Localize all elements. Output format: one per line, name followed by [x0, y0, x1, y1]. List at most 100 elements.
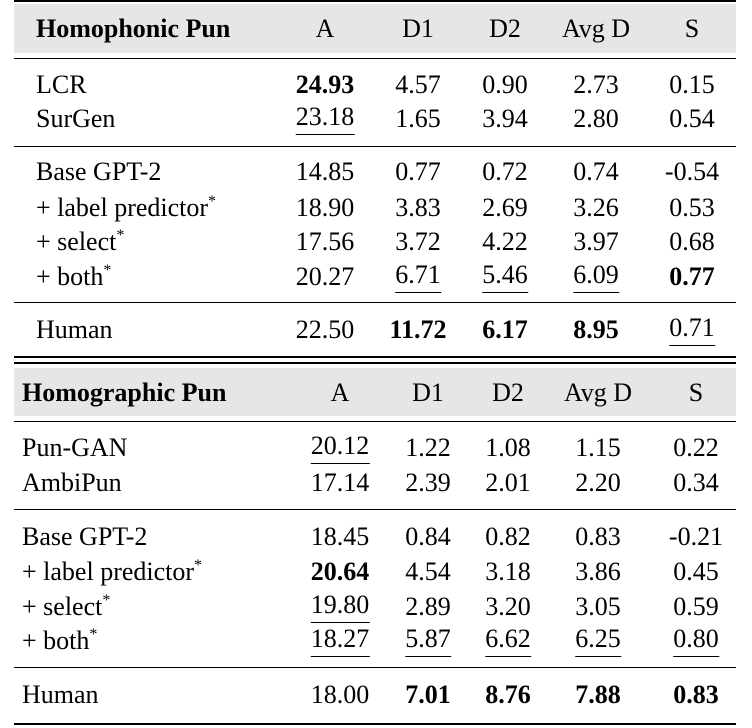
avg-d-value: 0.83 — [575, 522, 621, 551]
row-label: + select* — [22, 592, 111, 621]
s-value: 0.22 — [673, 433, 719, 462]
a-value: 18.90 — [295, 193, 355, 222]
d1-value: 3.83 — [395, 193, 441, 222]
d2-value: 2.01 — [485, 468, 531, 497]
column-header-a: A — [315, 14, 335, 43]
d1-value: 4.54 — [405, 557, 451, 586]
row-label: + label predictor* — [22, 557, 203, 586]
a-value: 17.56 — [295, 227, 355, 256]
table-row: LCR 24.93 4.57 0.90 2.73 0.15 — [0, 67, 752, 103]
a-value: 22.50 — [295, 315, 355, 344]
footnote-marker: * — [89, 626, 98, 643]
d1-value: 0.84 — [405, 522, 451, 551]
s-value: 0.15 — [669, 70, 715, 99]
footnote-marker: * — [208, 193, 217, 210]
header-rule — [14, 421, 736, 422]
d2-value: 3.20 — [485, 592, 531, 621]
d2-value: 0.72 — [482, 157, 528, 186]
column-header-s: S — [688, 378, 704, 407]
row-label: AmbiPun — [22, 468, 122, 497]
row-label: + select* — [36, 227, 125, 256]
s-value: 0.68 — [669, 227, 715, 256]
s-value: 0.83 — [673, 680, 719, 709]
d1-value: 4.57 — [395, 70, 441, 99]
a-value: 18.00 — [310, 680, 370, 709]
d2-value: 2.69 — [482, 193, 528, 222]
table-row: + label predictor* 20.64 4.54 3.18 3.86 0.45 — [0, 554, 752, 590]
column-header-avg-d: Avg D — [563, 378, 633, 407]
avg-d-value: 3.26 — [573, 193, 619, 222]
avg-d-value: 3.97 — [573, 227, 619, 256]
table-row: + both* 20.27 6.71 5.46 6.09 0.77 — [0, 259, 752, 295]
header-band — [14, 4, 736, 53]
row-label: Base GPT-2 — [36, 157, 162, 186]
row-label: Human — [22, 680, 99, 709]
column-header-d1: D1 — [412, 378, 444, 407]
avg-d-value: 6.25 — [575, 623, 621, 657]
d2-value: 6.17 — [482, 315, 528, 344]
table-title: Homophonic Pun — [36, 14, 231, 43]
a-value: 18.27 — [310, 623, 370, 657]
table-row: Base GPT-2 18.45 0.84 0.82 0.83 -0.21 — [0, 519, 752, 555]
header-row: Homographic Pun A D1 D2 Avg D S — [0, 375, 752, 411]
table-title: Homographic Pun — [22, 378, 227, 407]
s-value: 0.53 — [669, 193, 715, 222]
avg-d-value: 2.20 — [575, 468, 621, 497]
d2-value: 3.94 — [482, 104, 528, 133]
table-row: Pun-GAN 20.12 1.22 1.08 1.15 0.22 — [0, 430, 752, 466]
d1-value: 5.87 — [405, 623, 451, 657]
table-row: Human 22.50 11.72 6.17 8.95 0.71 — [0, 312, 752, 348]
avg-d-value: 8.95 — [573, 315, 619, 344]
group-rule — [14, 667, 736, 668]
row-label: + both* — [22, 626, 98, 655]
table-row: SurGen 23.18 1.65 3.94 2.80 0.54 — [0, 101, 752, 137]
a-value: 17.14 — [310, 468, 370, 497]
footnote-marker: * — [194, 557, 203, 574]
table-row: AmbiPun 17.14 2.39 2.01 2.20 0.34 — [0, 465, 752, 501]
d2-value: 0.82 — [485, 522, 531, 551]
a-value: 18.45 — [310, 522, 370, 551]
table-row: + both* 18.27 5.87 6.62 6.25 0.80 — [0, 623, 752, 659]
header-rule — [14, 58, 736, 59]
d2-value: 1.08 — [485, 433, 531, 462]
avg-d-value: 0.74 — [573, 157, 619, 186]
header-band — [14, 368, 736, 416]
double-rule-top — [14, 356, 736, 358]
s-value: 0.59 — [673, 592, 719, 621]
avg-d-value: 6.09 — [573, 259, 619, 293]
column-header-d1: D1 — [402, 14, 434, 43]
avg-d-value: 3.86 — [575, 557, 621, 586]
avg-d-value: 2.80 — [573, 104, 619, 133]
footnote-marker: * — [103, 262, 112, 279]
avg-d-value: 1.15 — [575, 433, 621, 462]
double-rule-bottom — [14, 362, 736, 364]
d1-value: 2.39 — [405, 468, 451, 497]
a-value: 24.93 — [295, 70, 355, 99]
group-rule — [14, 302, 736, 303]
avg-d-value: 2.73 — [573, 70, 619, 99]
d1-value: 1.22 — [405, 433, 451, 462]
row-label: SurGen — [36, 104, 116, 133]
column-header-d2: D2 — [489, 14, 521, 43]
s-value: 0.71 — [669, 312, 715, 346]
s-value: 0.45 — [673, 557, 719, 586]
d1-value: 1.65 — [395, 104, 441, 133]
avg-d-value: 7.88 — [575, 680, 621, 709]
table-row: + label predictor* 18.90 3.83 2.69 3.26 0.53 — [0, 190, 752, 226]
d2-value: 8.76 — [485, 680, 531, 709]
a-value: 14.85 — [295, 157, 355, 186]
a-value: 20.64 — [310, 557, 370, 586]
a-value: 20.12 — [310, 430, 370, 464]
footnote-marker: * — [102, 592, 111, 609]
row-label: Base GPT-2 — [22, 522, 148, 551]
column-header-a: A — [330, 378, 350, 407]
s-value: -0.21 — [668, 522, 724, 551]
s-value: 0.80 — [673, 623, 719, 657]
s-value: 0.34 — [673, 468, 719, 497]
table-row: Human 18.00 7.01 8.76 7.88 0.83 — [0, 677, 752, 713]
a-value: 19.80 — [310, 589, 370, 623]
d1-value: 7.01 — [405, 680, 451, 709]
s-value: -0.54 — [664, 157, 720, 186]
table-row: + select* 17.56 3.72 4.22 3.97 0.68 — [0, 224, 752, 260]
d2-value: 6.62 — [485, 623, 531, 657]
